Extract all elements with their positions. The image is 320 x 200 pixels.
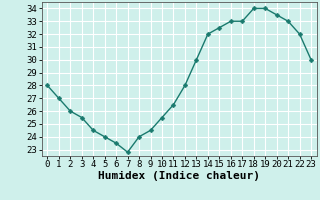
X-axis label: Humidex (Indice chaleur): Humidex (Indice chaleur) (98, 171, 260, 181)
